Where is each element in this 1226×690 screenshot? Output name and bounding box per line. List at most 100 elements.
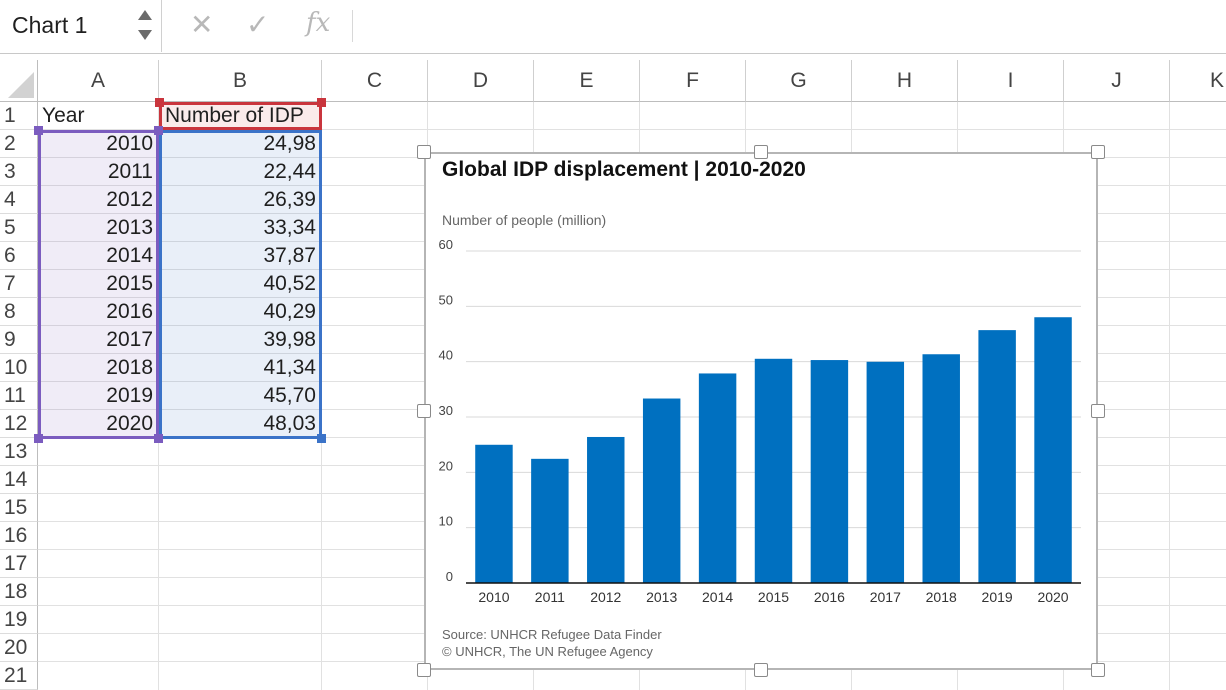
cell-a12[interactable]: 2020 [106, 412, 153, 435]
row-header-1[interactable]: 1 [0, 102, 38, 130]
row-header-8[interactable]: 8 [0, 298, 38, 326]
row-header-16[interactable]: 16 [0, 522, 38, 550]
chart-resize-handle[interactable] [754, 145, 768, 159]
chart-y-tick-label[interactable]: 30 [439, 403, 453, 418]
function-icon[interactable]: fx [306, 8, 331, 38]
chart-y-tick-label[interactable]: 20 [439, 458, 453, 473]
row-header-13[interactable]: 13 [0, 438, 38, 466]
enter-icon[interactable]: ✓ [246, 9, 270, 40]
cancel-icon[interactable]: ✕ [190, 9, 214, 40]
row-header-4[interactable]: 4 [0, 186, 38, 214]
chart-y-tick-label[interactable]: 0 [446, 569, 453, 584]
range-handle[interactable] [155, 98, 164, 107]
chart-y-tick-label[interactable]: 60 [439, 237, 453, 252]
cell-a1[interactable]: Year [42, 104, 85, 127]
chevron-down-icon[interactable] [138, 30, 152, 40]
cell-a9[interactable]: 2017 [106, 328, 153, 351]
chart-resize-handle[interactable] [417, 404, 431, 418]
column-header-g[interactable]: G [746, 60, 852, 102]
chart-x-tick-label[interactable]: 2020 [1037, 589, 1068, 605]
row-header-20[interactable]: 20 [0, 634, 38, 662]
chart-x-tick-label[interactable]: 2016 [814, 589, 845, 605]
chart-bar-2013[interactable] [642, 398, 681, 583]
chart-resize-handle[interactable] [1091, 404, 1105, 418]
chart-x-tick-label[interactable]: 2012 [590, 589, 621, 605]
column-header-e[interactable]: E [534, 60, 640, 102]
name-box-stepper[interactable] [136, 8, 154, 44]
row-header-21[interactable]: 21 [0, 662, 38, 690]
row-header-5[interactable]: 5 [0, 214, 38, 242]
range-handle[interactable] [317, 434, 326, 443]
column-header-f[interactable]: F [640, 60, 746, 102]
cell-b1[interactable]: Number of IDP [165, 104, 304, 127]
range-handle[interactable] [317, 98, 326, 107]
cell-b6[interactable]: 37,87 [263, 244, 316, 267]
chart-object[interactable]: Global IDP displacement | 2010-2020 Numb… [424, 152, 1098, 670]
cell-a11[interactable]: 2019 [106, 384, 153, 407]
column-header-i[interactable]: I [958, 60, 1064, 102]
chart-x-tick-label[interactable]: 2013 [646, 589, 677, 605]
chart-bar-2018[interactable] [922, 354, 960, 583]
row-header-19[interactable]: 19 [0, 606, 38, 634]
chart-x-tick-label[interactable]: 2018 [926, 589, 957, 605]
cell-b2[interactable]: 24,98 [263, 132, 316, 155]
column-header-d[interactable]: D [428, 60, 534, 102]
chart-bar-2017[interactable] [866, 361, 905, 583]
column-header-b[interactable]: B [159, 60, 322, 102]
row-header-7[interactable]: 7 [0, 270, 38, 298]
chart-y-tick-label[interactable]: 10 [439, 514, 453, 529]
cell-a7[interactable]: 2015 [106, 272, 153, 295]
column-header-h[interactable]: H [852, 60, 958, 102]
name-box[interactable]: Chart 1 [0, 0, 162, 52]
cell-a4[interactable]: 2012 [106, 188, 153, 211]
chevron-up-icon[interactable] [138, 10, 152, 20]
range-handle[interactable] [34, 434, 43, 443]
chart-x-tick-label[interactable]: 2017 [870, 589, 901, 605]
cell-a10[interactable]: 2018 [106, 356, 153, 379]
chart-title[interactable]: Global IDP displacement | 2010-2020 [442, 158, 806, 181]
row-header-3[interactable]: 3 [0, 158, 38, 186]
cell-a6[interactable]: 2014 [106, 244, 153, 267]
cell-b7[interactable]: 40,52 [263, 272, 316, 295]
cell-a5[interactable]: 2013 [106, 216, 153, 239]
row-header-9[interactable]: 9 [0, 326, 38, 354]
cell-b8[interactable]: 40,29 [263, 300, 316, 323]
chart-resize-handle[interactable] [417, 145, 431, 159]
column-header-j[interactable]: J [1064, 60, 1170, 102]
cell-b10[interactable]: 41,34 [263, 356, 316, 379]
cell-a3[interactable]: 2011 [107, 160, 153, 183]
row-header-2[interactable]: 2 [0, 130, 38, 158]
chart-x-tick-label[interactable]: 2011 [535, 589, 565, 605]
row-header-15[interactable]: 15 [0, 494, 38, 522]
range-handle[interactable] [34, 126, 43, 135]
range-handle[interactable] [154, 126, 163, 135]
name-box-value[interactable]: Chart 1 [12, 12, 88, 38]
range-handle[interactable] [154, 434, 163, 443]
chart-bar-2020[interactable] [1034, 317, 1072, 583]
chart-x-tick-label[interactable]: 2019 [982, 589, 1013, 605]
cell-b4[interactable]: 26,39 [263, 188, 316, 211]
chart-y-axis-label[interactable]: Number of people (million) [442, 212, 607, 228]
row-header-18[interactable]: 18 [0, 578, 38, 606]
select-all-button[interactable] [0, 60, 38, 102]
row-header-11[interactable]: 11 [0, 382, 38, 410]
chart-bar-2016[interactable] [810, 360, 849, 583]
chart-bar-2010[interactable] [475, 444, 513, 583]
row-header-6[interactable]: 6 [0, 242, 38, 270]
column-header-a[interactable]: A [38, 60, 159, 102]
row-header-10[interactable]: 10 [0, 354, 38, 382]
row-header-14[interactable]: 14 [0, 466, 38, 494]
chart-plot-area[interactable]: 0 10 20 30 40 50 60 2010 2011 2012 2013 2014 2015 201… [426, 154, 1096, 668]
chart-bar-2012[interactable] [587, 436, 625, 583]
chart-resize-handle[interactable] [1091, 145, 1105, 159]
cell-b3[interactable]: 22,44 [263, 160, 316, 183]
column-header-k[interactable]: K [1170, 60, 1226, 102]
chart-bar-2015[interactable] [754, 358, 793, 583]
chart-x-tick-label[interactable]: 2015 [758, 589, 789, 605]
chart-y-tick-label[interactable]: 50 [439, 292, 453, 307]
cell-b11[interactable]: 45,70 [263, 384, 316, 407]
cell-a2[interactable]: 2010 [106, 132, 153, 155]
cell-b5[interactable]: 33,34 [263, 216, 316, 239]
chart-y-tick-label[interactable]: 40 [439, 348, 453, 363]
cell-a8[interactable]: 2016 [106, 300, 153, 323]
